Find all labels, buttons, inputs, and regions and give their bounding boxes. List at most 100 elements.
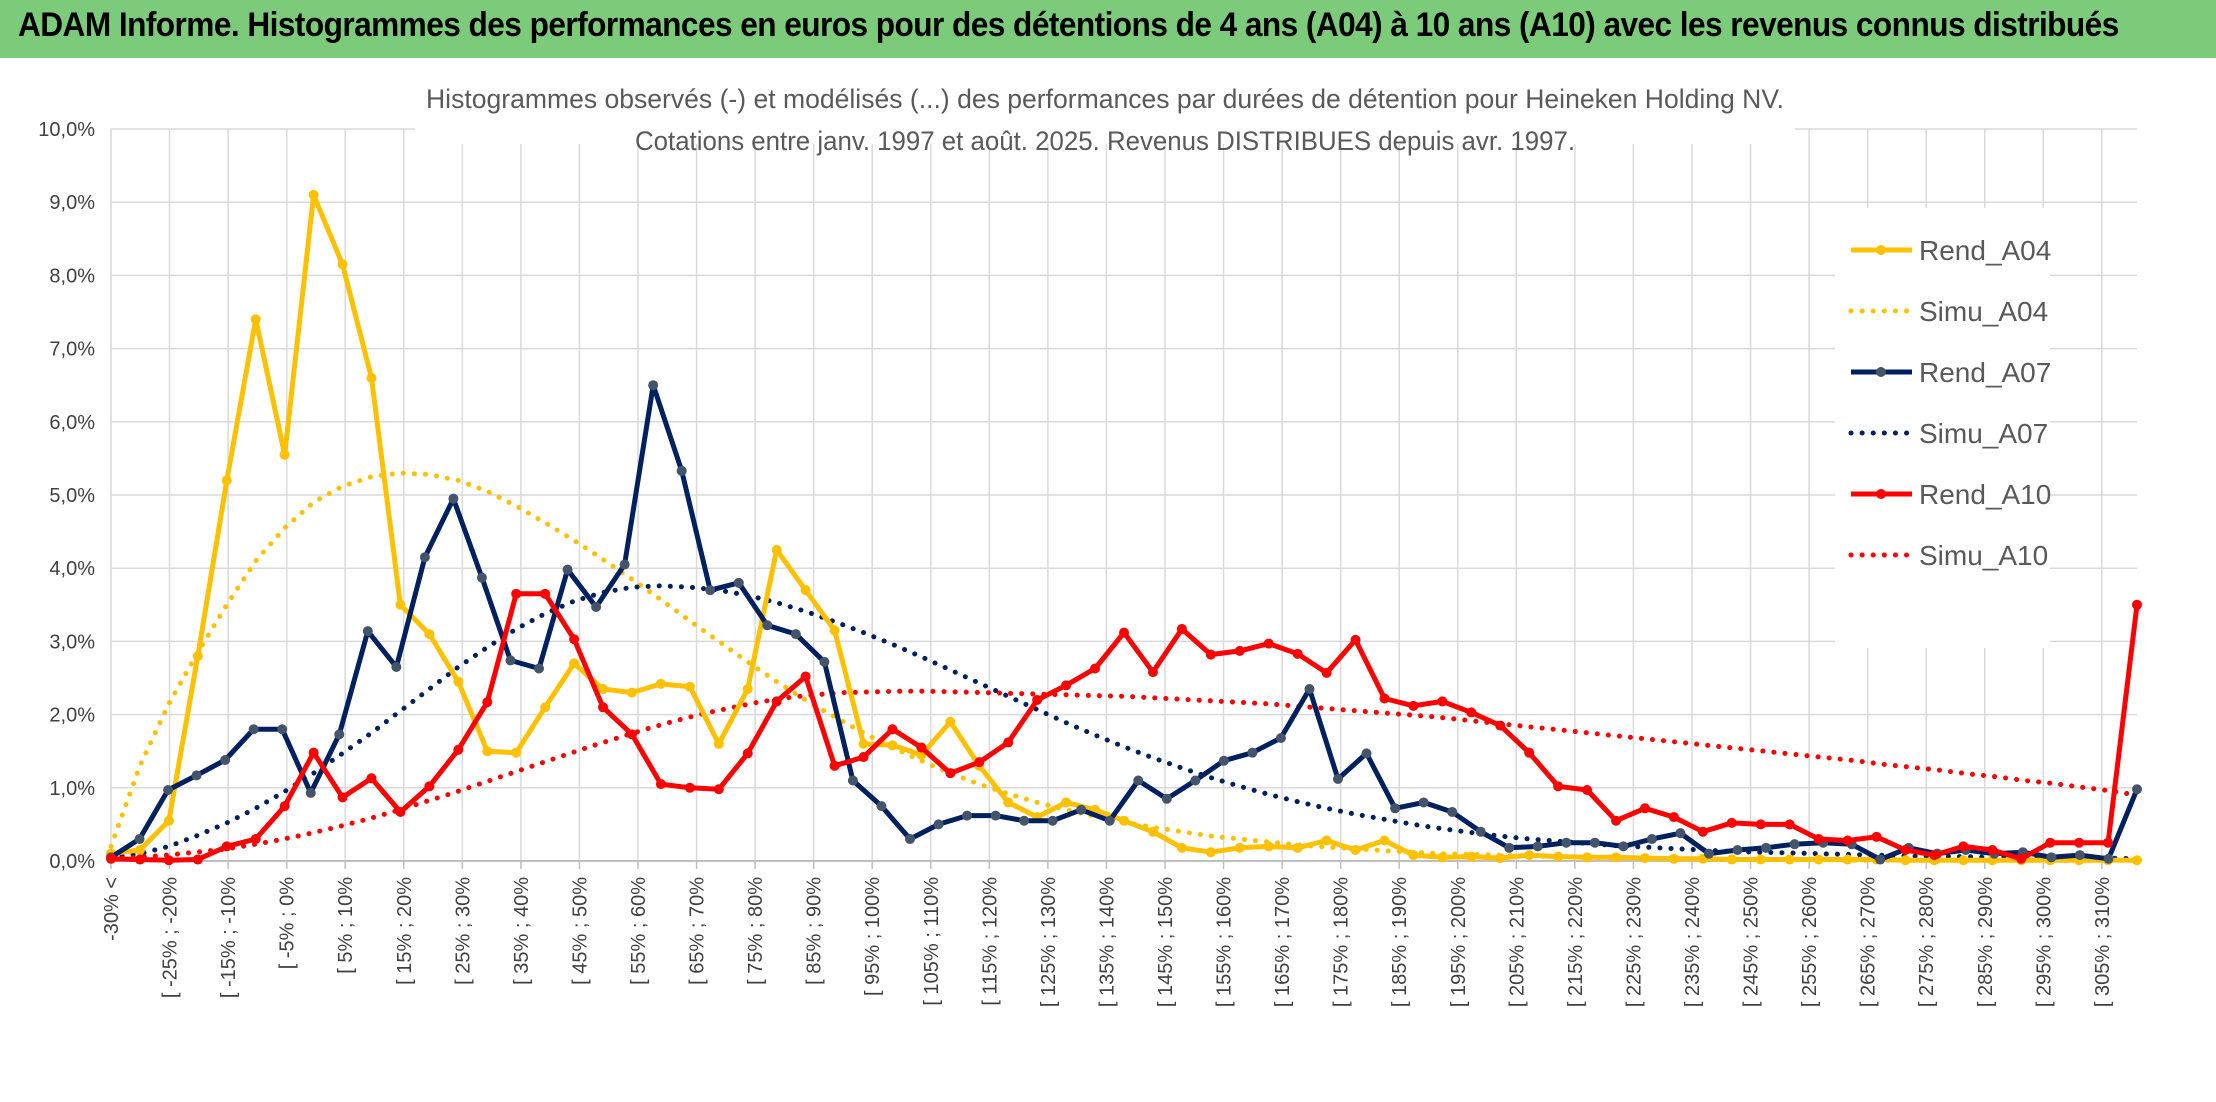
chart-legend: Rend_A04 Simu_A04 Rend_A07 Simu_A07 Rend_A10…	[1835, 208, 2051, 648]
data-point	[1466, 707, 1477, 718]
data-point	[250, 834, 261, 845]
data-point	[1900, 845, 1911, 856]
data-point	[1234, 645, 1245, 656]
x-tick-label: [ 275% ; 280%	[1916, 877, 1938, 1007]
data-point	[448, 493, 459, 504]
data-point	[1611, 815, 1622, 826]
data-point	[395, 599, 406, 610]
x-tick-label: -30% <	[101, 877, 123, 941]
data-point	[1618, 841, 1629, 852]
data-point	[1119, 815, 1129, 826]
legend-marker	[1876, 245, 1886, 255]
data-point	[829, 760, 840, 771]
data-point	[250, 314, 261, 325]
x-tick-label: [ 175% ; 180%	[1331, 877, 1353, 1007]
data-point	[1761, 842, 1772, 853]
data-point	[2132, 855, 2142, 866]
data-point	[1234, 842, 1245, 853]
data-point	[598, 683, 609, 694]
y-tick-label: 10,0%	[38, 119, 95, 141]
x-tick-label: [ 125% ; 130%	[1038, 877, 1060, 1007]
data-point	[419, 552, 430, 563]
header-banner: ADAM Informe. Histogrammes des performan…	[0, 0, 2216, 60]
data-point	[1408, 850, 1419, 861]
data-point	[569, 658, 580, 669]
x-tick-label: [ 305% ; 310%	[2092, 877, 2114, 1007]
x-tick-label: [ 215% ; 220%	[1565, 877, 1587, 1007]
legend-label: Simu_A07	[1919, 418, 2048, 449]
data-point	[511, 747, 522, 758]
data-point	[1495, 853, 1506, 864]
data-point	[1076, 804, 1087, 815]
y-axis-ticks: 0,0% 1,0% 2,0% 3,0% 4,0% 5,0% 6,0% 7,0% 8,0% 9,0%…	[38, 119, 95, 873]
x-tick-label: [ -15% ; -10%	[218, 877, 240, 998]
data-point	[1475, 826, 1486, 837]
data-point	[858, 752, 869, 763]
data-point	[1390, 803, 1401, 814]
x-tick-label: [ 75% ; 80%	[745, 877, 767, 985]
data-point	[1061, 797, 1072, 808]
data-point	[1789, 839, 1800, 850]
data-point	[2103, 837, 2114, 848]
legend-item: Rend_A04	[1851, 235, 2051, 266]
data-point	[337, 259, 348, 270]
series-simu-a10	[108, 688, 2140, 862]
x-tick-label: [ 185% ; 190%	[1389, 877, 1411, 1007]
x-tick-label: [ 85% ; 90%	[804, 877, 826, 985]
data-point	[1304, 683, 1315, 694]
legend-item: Simu_A10	[1848, 540, 2048, 571]
y-tick-label: 0,0%	[49, 851, 95, 873]
data-point	[790, 629, 801, 640]
data-point	[191, 770, 202, 781]
data-point	[1350, 845, 1361, 856]
data-point	[648, 380, 659, 391]
series-simu-a07	[108, 583, 2140, 862]
data-point	[1263, 841, 1274, 852]
data-point	[1553, 781, 1564, 792]
data-point	[676, 465, 687, 476]
x-tick-label: [ -5% ; 0%	[277, 877, 299, 969]
data-point	[1582, 784, 1593, 795]
data-point	[974, 757, 985, 768]
data-point	[1929, 850, 1940, 861]
data-point	[362, 626, 373, 637]
data-point	[1361, 748, 1372, 759]
data-point	[277, 724, 288, 735]
x-tick-label: [ 255% ; 260%	[1799, 877, 1821, 1007]
data-point	[1958, 855, 1969, 866]
data-point	[1639, 853, 1650, 864]
data-point	[655, 678, 666, 689]
data-point	[1147, 667, 1158, 678]
data-point	[534, 663, 545, 674]
data-point	[1176, 842, 1187, 853]
x-tick-label: [ 265% ; 270%	[1858, 877, 1880, 1007]
data-point	[1032, 694, 1043, 705]
data-point	[1218, 755, 1229, 766]
data-point	[1668, 853, 1679, 864]
y-tick-label: 5,0%	[49, 485, 95, 507]
data-point	[305, 787, 316, 798]
data-point	[1813, 834, 1824, 845]
data-point	[1090, 663, 1101, 674]
data-point	[1205, 649, 1216, 660]
x-tick-label: [ 165% ; 170%	[1272, 877, 1294, 1007]
data-point	[134, 854, 145, 865]
data-point	[192, 854, 203, 865]
data-point	[762, 620, 773, 631]
data-point	[1161, 793, 1172, 804]
data-point	[990, 810, 1001, 821]
data-point	[562, 564, 573, 575]
data-point	[1275, 733, 1286, 744]
x-tick-label: [ 45% ; 50%	[569, 877, 591, 985]
data-point	[337, 792, 348, 803]
data-point	[1646, 834, 1657, 845]
x-axis-ticks: -30% < [ -25% ; -20% [ -15% ; -10% [ -5% ; …	[101, 877, 2114, 1007]
data-point	[192, 651, 203, 662]
data-point	[742, 748, 753, 759]
data-point	[1703, 848, 1714, 859]
data-point	[1190, 775, 1201, 786]
data-point	[598, 702, 609, 713]
data-point	[1987, 845, 1998, 856]
data-point	[619, 559, 630, 570]
data-point	[904, 834, 915, 845]
